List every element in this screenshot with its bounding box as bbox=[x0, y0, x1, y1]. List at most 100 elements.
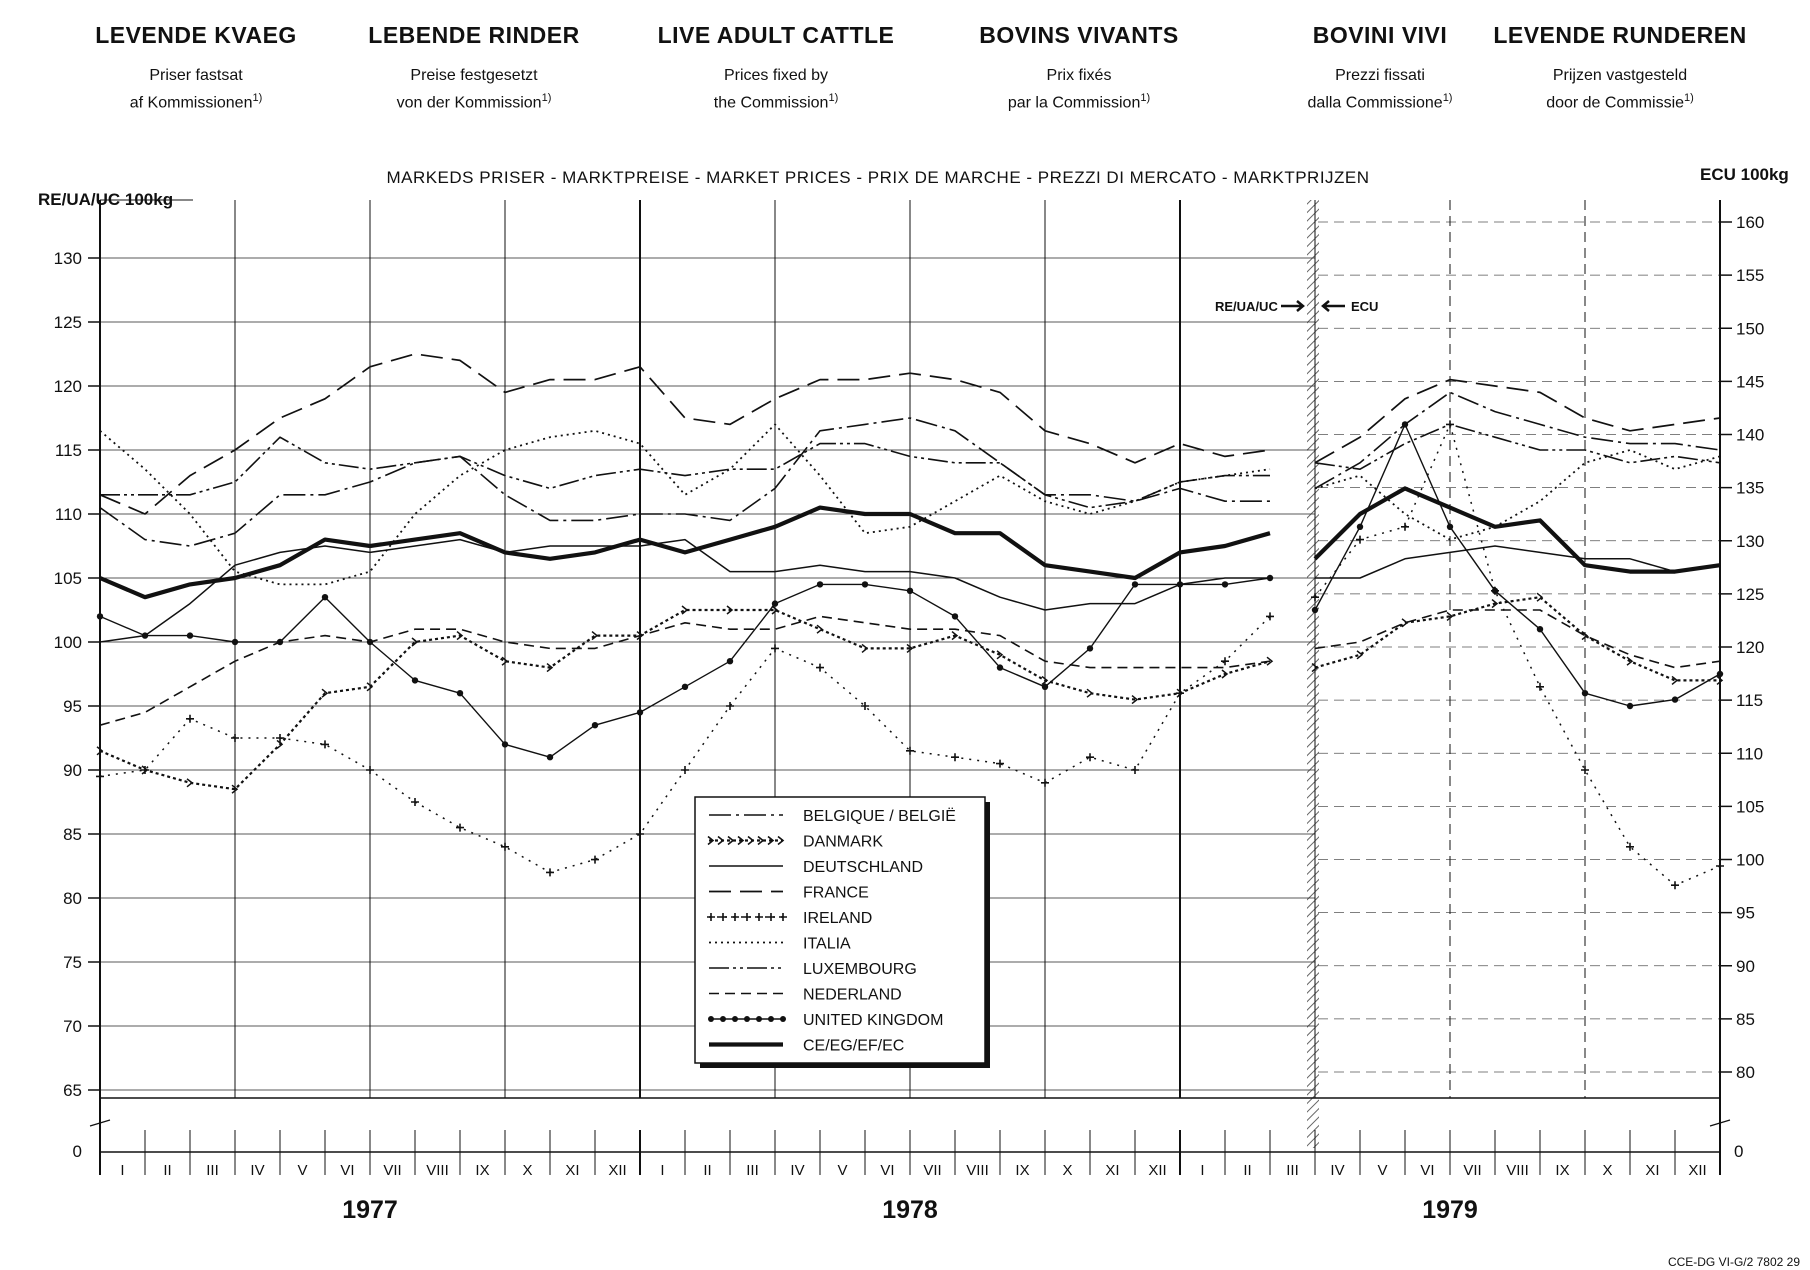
series-point bbox=[951, 753, 959, 762]
series-point bbox=[1626, 656, 1634, 666]
series-point bbox=[1086, 753, 1094, 762]
legend-label: DANMARK bbox=[803, 834, 883, 851]
series-point bbox=[1131, 766, 1139, 774]
y-tick-label-right: 80 bbox=[1736, 1063, 1755, 1082]
month-label: III bbox=[746, 1162, 759, 1179]
legend-item: CE/EG/EF/EC bbox=[709, 1038, 904, 1055]
month-label: XII bbox=[608, 1162, 626, 1179]
y-tick-label-left: 100 bbox=[54, 633, 82, 652]
series-point bbox=[1266, 656, 1274, 666]
y-tick-label-left: 80 bbox=[63, 889, 82, 908]
year-label: 1979 bbox=[1422, 1196, 1478, 1224]
month-label: XII bbox=[1688, 1162, 1706, 1179]
series-point bbox=[1626, 842, 1634, 851]
series-point bbox=[1536, 682, 1544, 691]
y-tick-label-right: 145 bbox=[1736, 372, 1764, 391]
y-tick-label-left: 105 bbox=[54, 569, 82, 588]
legend-marker bbox=[719, 913, 727, 921]
legend-marker bbox=[780, 1016, 786, 1022]
header-title: BOVINS VIVANTS bbox=[979, 22, 1179, 48]
legend-marker bbox=[755, 913, 763, 921]
legend-item: DEUTSCHLAND bbox=[709, 859, 923, 876]
series-point bbox=[906, 643, 914, 653]
series-point bbox=[456, 631, 464, 641]
unit-change-band bbox=[1307, 200, 1319, 1148]
series-united-kingdom bbox=[96, 421, 1724, 761]
y-tick-label-right: 110 bbox=[1736, 744, 1763, 763]
month-label: I bbox=[120, 1162, 124, 1179]
series-point bbox=[1356, 535, 1364, 544]
month-label: VI bbox=[880, 1162, 894, 1179]
month-label: XI bbox=[1105, 1162, 1119, 1179]
series-point bbox=[591, 722, 599, 729]
series-france bbox=[99, 353, 1721, 515]
series-line bbox=[1314, 423, 1721, 707]
series-luxembourg bbox=[100, 423, 1721, 509]
y-axis-label-left: RE/UA/UC 100kg bbox=[38, 190, 173, 209]
series-point bbox=[276, 739, 284, 749]
series-point bbox=[231, 734, 239, 742]
month-label: XII bbox=[1148, 1162, 1166, 1179]
header-column: BOVINI VIVI Prezzi fissati dalla Commissio… bbox=[1250, 22, 1510, 114]
month-label: IX bbox=[475, 1162, 489, 1179]
month-label: VIII bbox=[966, 1162, 989, 1179]
series-point bbox=[411, 677, 419, 684]
month-label: IX bbox=[1555, 1162, 1569, 1179]
series-point bbox=[1446, 523, 1454, 530]
legend-marker bbox=[708, 1016, 714, 1022]
series-point bbox=[1176, 581, 1184, 588]
month-label: I bbox=[1200, 1162, 1204, 1179]
source-reference: CCE-DG VI-G/2 7802 29 bbox=[1668, 1255, 1800, 1269]
y-tick-label-left: 65 bbox=[63, 1081, 82, 1100]
series-point bbox=[1266, 574, 1274, 582]
series-point bbox=[636, 709, 644, 716]
series-point bbox=[726, 605, 734, 615]
legend-marker bbox=[756, 1016, 762, 1022]
series-point bbox=[636, 830, 644, 838]
y-tick-label-left: 120 bbox=[54, 377, 82, 396]
month-label: XI bbox=[1645, 1162, 1659, 1179]
series-point bbox=[321, 688, 329, 698]
y-tick-label-right: 135 bbox=[1736, 479, 1764, 498]
series-point bbox=[1716, 670, 1724, 678]
y-axis-label-right: ECU 100kg bbox=[1700, 165, 1789, 184]
series-point bbox=[546, 754, 554, 761]
series-point bbox=[771, 600, 779, 607]
series-danmark bbox=[96, 592, 1724, 794]
series-point bbox=[1041, 683, 1049, 690]
series-point bbox=[186, 714, 194, 723]
series-ireland bbox=[96, 420, 1724, 890]
series-line bbox=[99, 417, 1270, 547]
series-point bbox=[996, 664, 1004, 671]
series-line bbox=[1313, 486, 1721, 574]
series-point bbox=[681, 605, 689, 615]
header-title: LEVENDE KVAEG bbox=[95, 22, 297, 48]
series-point bbox=[1671, 675, 1679, 685]
series-point bbox=[1131, 695, 1139, 705]
month-label: VII bbox=[1463, 1162, 1481, 1179]
series-point bbox=[1131, 581, 1139, 588]
series-point bbox=[366, 638, 374, 646]
series-point bbox=[1716, 862, 1724, 870]
footnote-mark: 1) bbox=[1684, 92, 1694, 104]
arrow-left-icon bbox=[1321, 300, 1345, 312]
month-label: II bbox=[703, 1162, 711, 1179]
header-row: LEVENDE KVAEG Priser fastsat af Kommission… bbox=[60, 22, 1780, 132]
series-point bbox=[1401, 618, 1409, 628]
month-label: III bbox=[206, 1162, 219, 1179]
series-line bbox=[1314, 378, 1721, 464]
y-tick-label-left: 70 bbox=[63, 1017, 82, 1036]
series-point bbox=[1086, 645, 1094, 652]
y-tick-label-right: 120 bbox=[1736, 638, 1764, 657]
series-point bbox=[1401, 421, 1409, 428]
y-tick-label-left: 125 bbox=[54, 313, 82, 332]
legend-marker bbox=[727, 835, 735, 846]
series-point bbox=[321, 594, 329, 601]
header-title: LIVE ADULT CATTLE bbox=[657, 22, 895, 48]
legend: BELGIQUE / BELGIË DANMARK DEUTSCHLAND FRANC… bbox=[694, 796, 990, 1068]
legend-item: FRANCE bbox=[709, 885, 869, 902]
month-label: IX bbox=[1015, 1162, 1029, 1179]
header-column: LEVENDE RUNDEREN Prijzen vastgesteld door … bbox=[1490, 22, 1750, 114]
month-label: IV bbox=[1330, 1162, 1344, 1179]
